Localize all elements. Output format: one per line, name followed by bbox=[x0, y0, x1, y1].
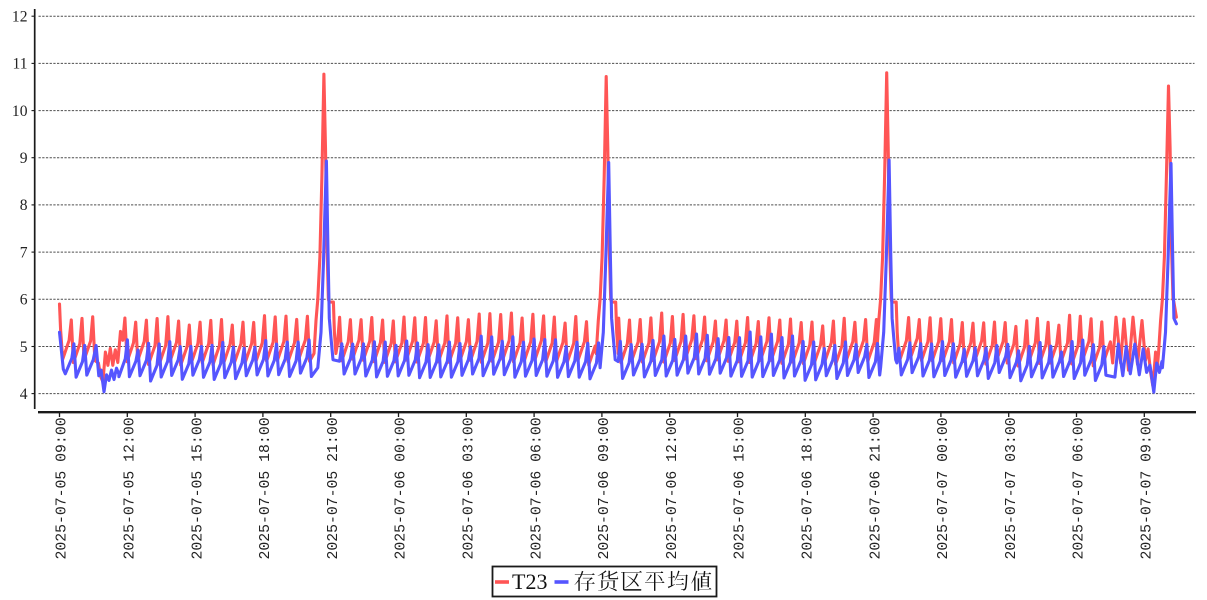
svg-text:2025-07-07 03:00: 2025-07-07 03:00 bbox=[1004, 417, 1020, 559]
svg-text:2025-07-06 06:00: 2025-07-06 06:00 bbox=[529, 417, 545, 559]
svg-text:2025-07-06 12:00: 2025-07-06 12:00 bbox=[665, 417, 681, 559]
svg-text:2025-07-06 00:00: 2025-07-06 00:00 bbox=[394, 417, 410, 559]
svg-text:2025-07-07 09:00: 2025-07-07 09:00 bbox=[1140, 417, 1156, 559]
svg-text:2025-07-05 12:00: 2025-07-05 12:00 bbox=[123, 417, 139, 559]
svg-text:2025-07-05 18:00: 2025-07-05 18:00 bbox=[258, 417, 274, 559]
svg-text:6: 6 bbox=[20, 292, 28, 309]
svg-text:9: 9 bbox=[20, 150, 28, 167]
svg-text:11: 11 bbox=[12, 56, 27, 73]
svg-text:2025-07-06 18:00: 2025-07-06 18:00 bbox=[801, 417, 817, 559]
svg-text:8: 8 bbox=[20, 197, 28, 214]
svg-text:2025-07-06 15:00: 2025-07-06 15:00 bbox=[733, 417, 749, 559]
svg-text:5: 5 bbox=[20, 339, 28, 356]
svg-text:2025-07-05 09:00: 2025-07-05 09:00 bbox=[55, 417, 71, 559]
svg-text:2025-07-06 03:00: 2025-07-06 03:00 bbox=[462, 417, 478, 559]
svg-text:12: 12 bbox=[12, 9, 28, 26]
svg-text:2025-07-05 15:00: 2025-07-05 15:00 bbox=[190, 417, 206, 559]
svg-text:2025-07-05 21:00: 2025-07-05 21:00 bbox=[326, 417, 342, 559]
svg-text:2025-07-07 00:00: 2025-07-07 00:00 bbox=[936, 417, 952, 559]
svg-text:2025-07-06 09:00: 2025-07-06 09:00 bbox=[597, 417, 613, 559]
svg-text:2025-07-06 21:00: 2025-07-06 21:00 bbox=[868, 417, 884, 559]
svg-text:10: 10 bbox=[12, 103, 28, 120]
svg-text:T23: T23 bbox=[512, 569, 547, 594]
svg-text:7: 7 bbox=[20, 244, 28, 261]
svg-text:4: 4 bbox=[20, 386, 28, 403]
svg-text:2025-07-07 06:00: 2025-07-07 06:00 bbox=[1072, 417, 1088, 559]
